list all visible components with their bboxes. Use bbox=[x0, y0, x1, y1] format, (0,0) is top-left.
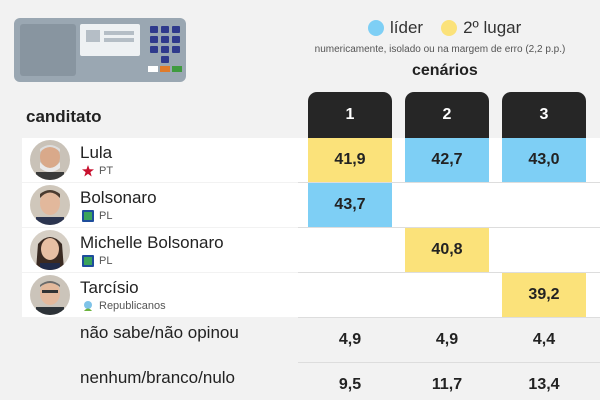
row-separator bbox=[298, 227, 600, 228]
value-cell: 4,9 bbox=[338, 331, 362, 348]
value-cell bbox=[308, 228, 392, 272]
value-cell bbox=[308, 273, 392, 317]
value-cell: 9,5 bbox=[338, 376, 362, 393]
party-label-lula: PT bbox=[99, 165, 114, 177]
party-pt: PT bbox=[82, 165, 113, 177]
party-pl-bolsonaro: PL bbox=[82, 210, 112, 222]
value-cell: 13,4 bbox=[528, 376, 560, 393]
legend-leader-label: líder bbox=[390, 18, 424, 37]
value-cell: 40,8 bbox=[405, 228, 489, 272]
voting-machine-icon bbox=[14, 18, 186, 82]
legend-second: 2º lugar bbox=[441, 18, 521, 38]
candidate-name-bolsonaro: Bolsonaro bbox=[80, 188, 157, 207]
value-cell: 41,9 bbox=[308, 138, 392, 182]
michelle-avatar bbox=[30, 230, 70, 270]
legend: líder 2º lugar bbox=[368, 18, 521, 38]
value-cell bbox=[502, 183, 586, 227]
party-label-michelle: PL bbox=[99, 255, 113, 267]
row-separator bbox=[298, 182, 600, 183]
row-separator bbox=[298, 362, 600, 363]
value-cell: 39,2 bbox=[502, 273, 586, 317]
bolsonaro-avatar bbox=[30, 185, 70, 225]
legend-second-label: 2º lugar bbox=[463, 18, 522, 37]
republicanos-logo-icon bbox=[84, 301, 92, 311]
value-cell: 43,0 bbox=[502, 138, 586, 182]
pl-logo-icon bbox=[82, 255, 94, 267]
scenarios-title: cenários bbox=[412, 62, 478, 79]
row-separator bbox=[298, 272, 600, 273]
party-pl-michelle: PL bbox=[82, 255, 112, 267]
scenario-header-3: 3 bbox=[502, 92, 586, 138]
candidate-column-title: canditato bbox=[26, 107, 102, 126]
value-cell: 4,9 bbox=[435, 331, 459, 348]
candidate-name-tarcisio: Tarcísio bbox=[80, 278, 139, 297]
candidate-name-lula: Lula bbox=[80, 143, 113, 162]
row-label-nenhum: nenhum/branco/nulo bbox=[80, 368, 236, 387]
pl-logo-icon bbox=[82, 210, 94, 222]
leader-swatch bbox=[368, 20, 384, 36]
value-cell bbox=[405, 273, 489, 317]
row-label-nao-sabe: não sabe/não opinou bbox=[80, 323, 239, 342]
value-cell: 42,7 bbox=[405, 138, 489, 182]
scenario-header-2: 2 bbox=[405, 92, 489, 138]
row-separator bbox=[298, 317, 600, 318]
party-label-bolsonaro: PL bbox=[99, 210, 113, 222]
value-cell bbox=[405, 183, 489, 227]
party-republicanos: Republicanos bbox=[82, 300, 166, 312]
party-label-tarcisio: Republicanos bbox=[99, 300, 166, 312]
legend-leader: líder bbox=[368, 18, 423, 38]
second-swatch bbox=[441, 20, 458, 36]
row-background-michelle bbox=[22, 228, 600, 272]
value-cell: 4,4 bbox=[532, 331, 556, 348]
value-cell: 43,7 bbox=[308, 183, 392, 227]
lula-avatar bbox=[30, 140, 70, 180]
candidate-name-michelle: Michelle Bolsonaro bbox=[80, 233, 224, 252]
value-cell bbox=[502, 228, 586, 272]
pt-star-icon bbox=[82, 165, 94, 177]
margin-note: numericamente, isolado ou na margem de e… bbox=[314, 44, 566, 55]
scenario-header-1: 1 bbox=[308, 92, 392, 138]
tarcisio-avatar bbox=[30, 275, 70, 315]
value-cell: 11,7 bbox=[431, 376, 463, 393]
